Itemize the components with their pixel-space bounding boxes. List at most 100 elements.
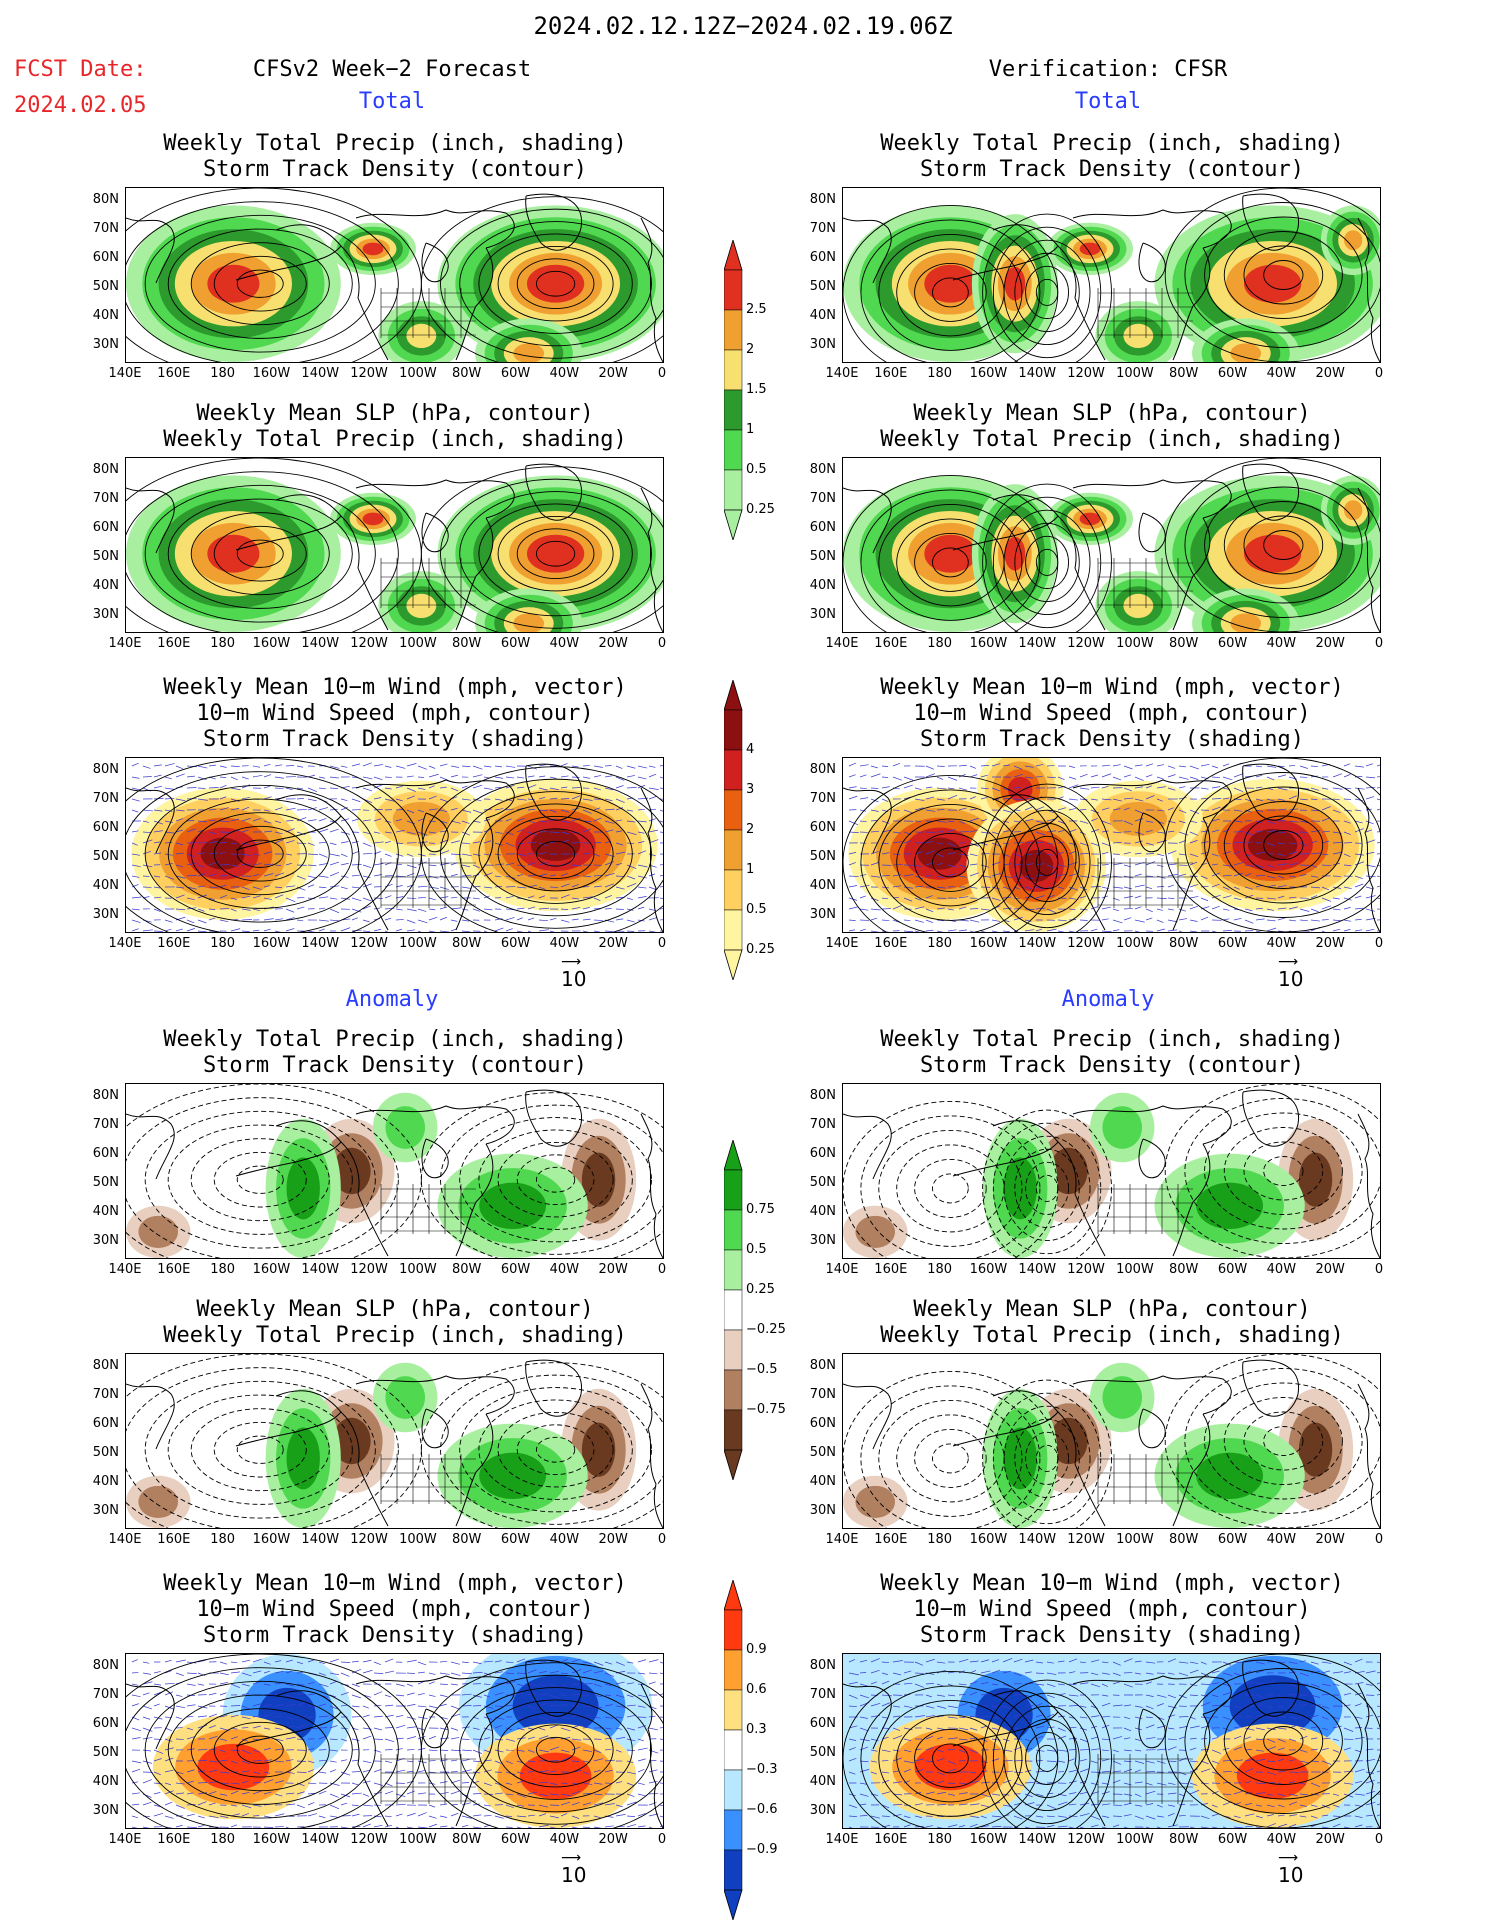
wind-vector (1068, 1758, 1075, 1762)
lat-tick-label: 30N (92, 1503, 119, 1518)
wind-vector (417, 818, 425, 822)
wind-vector (1376, 885, 1380, 888)
wind-vector (1156, 764, 1164, 767)
lon-tick-label: 140W (301, 366, 340, 381)
lat-tick-label: 80N (809, 1088, 836, 1103)
wind-vector (859, 1768, 870, 1773)
wind-vector (285, 1736, 296, 1740)
wind-vector (241, 1791, 250, 1795)
wind-vector (472, 1771, 481, 1774)
wind-vector (406, 1726, 417, 1729)
wind-vector (549, 797, 558, 800)
wind-vector (914, 807, 924, 811)
wind-vector (1156, 1748, 1167, 1751)
wind-vector (1332, 851, 1343, 855)
contour-line (878, 503, 1023, 621)
wind-vector (1134, 1760, 1145, 1764)
wind-vector (505, 1694, 515, 1697)
wind-vector (1299, 820, 1308, 823)
wind-vector (1277, 895, 1285, 899)
wind-vector (1365, 763, 1374, 767)
wind-vector (1090, 786, 1100, 789)
wind-vector (582, 1771, 590, 1775)
wind-vector (1167, 765, 1176, 769)
lat-tick-label: 70N (809, 1117, 836, 1132)
wind-vector (615, 819, 623, 822)
wind-vector (1145, 763, 1154, 767)
coastline-group (126, 193, 663, 362)
wind-vector (1288, 1683, 1297, 1687)
wind-vector (219, 884, 227, 888)
wind-vector (351, 1813, 360, 1817)
wind-vector (1145, 917, 1153, 921)
wind-vector (1167, 929, 1178, 932)
lon-tick-label: 0 (1374, 936, 1384, 951)
coastline-group (843, 1659, 1380, 1828)
wind-vector (406, 763, 417, 767)
wind-vector (1321, 864, 1332, 867)
wind-vector (1189, 1683, 1198, 1687)
wind-vector (1321, 1693, 1331, 1696)
wind-vector (604, 1727, 612, 1730)
contour-line (497, 815, 614, 892)
wind-vector (329, 1672, 340, 1676)
wind-vector (406, 853, 414, 857)
wind-vector (560, 1757, 570, 1762)
wind-vector (263, 809, 270, 812)
wind-vector (1354, 875, 1363, 880)
wind-vector (626, 1749, 635, 1751)
wind-vector (1013, 1672, 1022, 1676)
wind-vector (197, 930, 207, 932)
wind-vector (991, 1659, 1000, 1663)
wind-vector (1101, 918, 1109, 921)
wind-vector (1134, 1672, 1141, 1675)
coastline (640, 787, 663, 932)
wind-vector (428, 1804, 436, 1808)
wind-vector (947, 842, 957, 847)
wind-vector (604, 1683, 612, 1687)
wind-vector (1321, 1716, 1329, 1720)
wind-vector (1079, 895, 1086, 899)
wind-vector (1233, 1705, 1243, 1709)
wind-vector (615, 830, 623, 833)
wind-vector (991, 831, 999, 835)
panel-title: Weekly Mean SLP (hPa, contour) Weekly To… (163, 401, 627, 452)
wind-vector (263, 918, 274, 921)
wind-vector (1112, 862, 1123, 866)
wind-vector (395, 928, 403, 932)
lon-tick-label: 160W (969, 1532, 1008, 1547)
wind-vector (1266, 830, 1276, 833)
wind-vector (406, 1812, 416, 1817)
wind-vector (1299, 798, 1308, 801)
lon-tick-label: 40W (549, 366, 580, 381)
lon-tick-label: 140W (301, 936, 340, 951)
coastline (952, 1120, 1059, 1177)
wind-vector (153, 820, 164, 825)
wind-vector (1134, 873, 1142, 877)
contour-line (1263, 1426, 1304, 1456)
wind-vector (1046, 1694, 1055, 1699)
wind-vector (252, 1804, 262, 1807)
lat-tick-label: 70N (809, 1687, 836, 1702)
lon-tick-label: 60W (1217, 1832, 1248, 1847)
coastline-group (843, 463, 1380, 632)
wind-vector (1057, 776, 1065, 780)
wind-vector (1266, 798, 1275, 802)
contour-line (236, 539, 284, 568)
wind-vector (1354, 1716, 1363, 1719)
shading-blob (1230, 613, 1262, 632)
wind-vector (870, 830, 880, 833)
lon-tick-label: 120W (350, 636, 388, 651)
wind-vector (1288, 862, 1298, 866)
wind-vector (384, 787, 392, 790)
wind-vector (549, 886, 559, 888)
lon-tick-label: 160W (252, 366, 291, 381)
lat-tick-label: 40N (809, 1774, 836, 1789)
contour-line (190, 812, 330, 896)
wind-vector (263, 763, 271, 767)
wind-vector (406, 820, 416, 825)
wind-vector (1321, 930, 1326, 932)
wind-vector (428, 1705, 438, 1709)
wind-vector (936, 776, 944, 780)
lon-tick-label: 20W (1315, 366, 1345, 381)
